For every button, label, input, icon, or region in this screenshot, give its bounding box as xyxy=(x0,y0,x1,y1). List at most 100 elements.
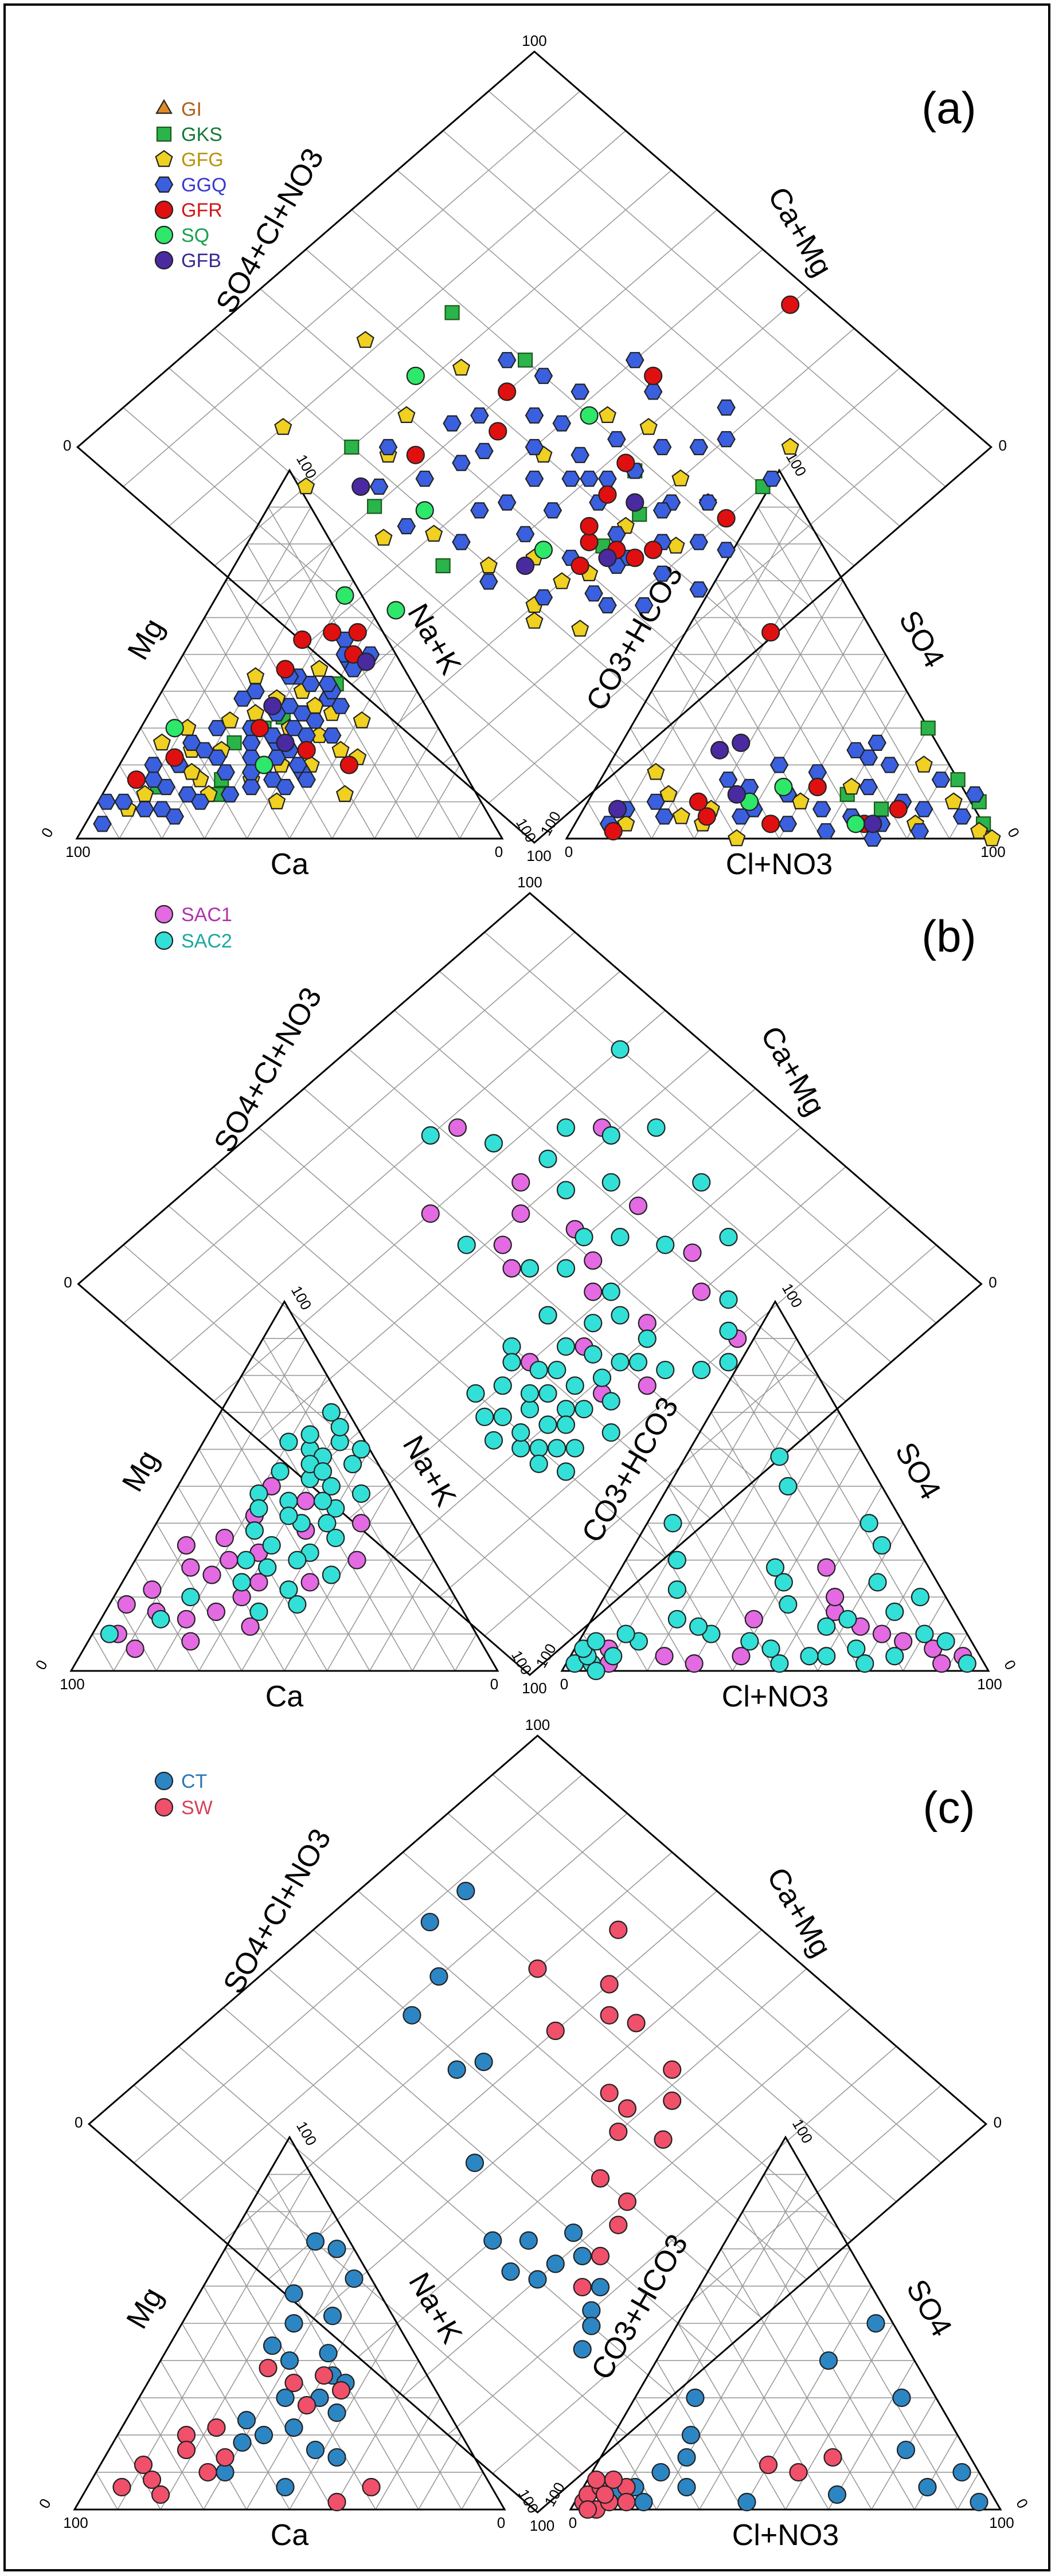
cation-point-sq xyxy=(335,586,354,605)
cation-point-ct xyxy=(319,2344,338,2363)
anion-point-gks xyxy=(920,721,936,736)
anion-point-sac2 xyxy=(838,1610,857,1628)
tick-label: 0 xyxy=(988,1274,997,1291)
diamond-point-gfg xyxy=(356,331,374,348)
diamond-point-sac2 xyxy=(493,1376,512,1395)
grid-line xyxy=(677,2323,786,2510)
cation-point-ct xyxy=(327,2240,346,2258)
diamond-point-ggq xyxy=(397,518,416,535)
cation-point-ggq xyxy=(190,793,210,810)
grid-line xyxy=(785,2323,894,2510)
diamond-point-ggq xyxy=(470,502,489,519)
anion-point-ggq xyxy=(863,830,882,847)
anion-point-sac1 xyxy=(872,1624,892,1643)
cation-point-sac2 xyxy=(249,1602,268,1622)
diamond-point-ct xyxy=(483,2231,502,2250)
diamond-point-sac2 xyxy=(511,1439,530,1458)
diamond-point-sac2 xyxy=(628,1353,648,1372)
piper-panel: Mg Na+K Ca CO3+HCO3 SO4 Cl+NO3 SO4+Cl+NO3 Ca+Mg… xyxy=(38,32,1023,881)
diamond-point-sac2 xyxy=(538,1149,557,1168)
anion-point-gfb xyxy=(732,733,751,753)
anion-point-gfg xyxy=(970,821,988,839)
diamond-point-sw xyxy=(600,2084,619,2103)
cation-point-ggq xyxy=(195,742,214,758)
diamond-point-sac1 xyxy=(502,1259,521,1278)
diamond-point-sac1 xyxy=(628,1196,648,1215)
diamond-point-ggq xyxy=(552,415,572,432)
diamond-point-sac2 xyxy=(538,1415,557,1434)
diamond-point-gfr xyxy=(406,445,425,464)
cation-point-ggq xyxy=(144,772,163,788)
panel-label: (a) xyxy=(921,83,976,133)
anion-point-sac2 xyxy=(667,1610,686,1628)
diamond-point-sw xyxy=(663,2060,682,2079)
diamond-point-gfr xyxy=(616,453,635,472)
legend-label: GFR xyxy=(181,199,222,221)
diamond-point-sac2 xyxy=(601,1173,620,1192)
cation-point-ggq xyxy=(135,801,154,817)
tick-label: 0 xyxy=(497,2514,505,2531)
diamond xyxy=(77,892,983,1676)
anion-point-sac2 xyxy=(779,1595,798,1614)
diamond-point-sac1 xyxy=(638,1376,657,1395)
diamond-point-sac2 xyxy=(638,1329,657,1348)
cation-point-gfr xyxy=(276,660,295,679)
anion-point-sac2 xyxy=(911,1588,930,1607)
cation-point-ggq xyxy=(233,690,252,707)
grid-line xyxy=(369,1560,435,1671)
diamond-point-ggq xyxy=(475,443,494,460)
grid-line xyxy=(92,1634,115,1671)
diamond-point-sw xyxy=(618,2099,637,2118)
diamond-point-sac2 xyxy=(692,1360,711,1380)
axis-label-ca-mg: Ca+Mg xyxy=(761,182,839,282)
grid-line xyxy=(177,1486,285,1671)
cation-point-ct xyxy=(233,2433,252,2452)
anion-point-sac2 xyxy=(958,1654,976,1673)
diamond-point-ggq xyxy=(607,526,626,542)
diamond-point-gfb xyxy=(626,493,644,512)
cation-point-sac1 xyxy=(351,1514,371,1533)
diamond-point-sq xyxy=(415,501,434,520)
diamond-point-gks xyxy=(517,353,533,368)
diamond-point-sac2 xyxy=(538,1306,557,1325)
anion-point-gfr xyxy=(761,623,780,642)
diamond-point-gks xyxy=(435,558,451,574)
diamond-point-ggq xyxy=(443,415,462,432)
grid-line xyxy=(223,1851,673,2241)
grid-line xyxy=(268,507,460,839)
diamond-point-sac2 xyxy=(556,1259,576,1278)
points-group xyxy=(112,1881,988,2519)
cation-point-sac2 xyxy=(236,1551,256,1569)
diamond-point-ggq xyxy=(689,581,709,598)
anion-point-sw xyxy=(578,2500,597,2519)
anion-point-gfg xyxy=(647,762,665,780)
anion-point-gfr xyxy=(689,792,708,811)
cation-point-sac1 xyxy=(347,1551,366,1569)
axis-label-ca: Ca xyxy=(271,848,309,881)
cation-point-ct xyxy=(284,2284,303,2303)
anion-point-ct xyxy=(918,2477,937,2497)
diamond-point-sac2 xyxy=(538,1384,557,1403)
diamond-point-sw xyxy=(600,2006,619,2025)
diamond-point-ggq xyxy=(515,526,535,542)
diamond-point-sac2 xyxy=(457,1235,476,1254)
anion-point-sac2 xyxy=(885,1647,904,1666)
cation-triangle xyxy=(69,1299,499,1672)
diamond-point-ggq xyxy=(580,471,599,487)
grid-line xyxy=(95,2472,118,2510)
anion-point-sac2 xyxy=(872,1536,892,1555)
cation-point-sac1 xyxy=(220,1551,239,1569)
diamond-point-sac2 xyxy=(529,1439,548,1458)
tick-label: 100 xyxy=(293,452,321,482)
cation-point-ggq xyxy=(276,778,295,796)
diamond-point-ggq xyxy=(652,502,672,519)
diamond-point-sac2 xyxy=(466,1384,485,1403)
anion-point-gfg xyxy=(944,792,963,810)
grid-line xyxy=(957,2472,980,2510)
tick-label: 0 xyxy=(75,2114,83,2131)
cation-point-sac1 xyxy=(296,1491,315,1510)
axis-label-mg: Mg xyxy=(116,1445,165,1498)
diamond-point-ggq xyxy=(525,407,544,424)
cation-point-sac2 xyxy=(262,1536,281,1555)
anion-point-gfr xyxy=(604,822,623,841)
